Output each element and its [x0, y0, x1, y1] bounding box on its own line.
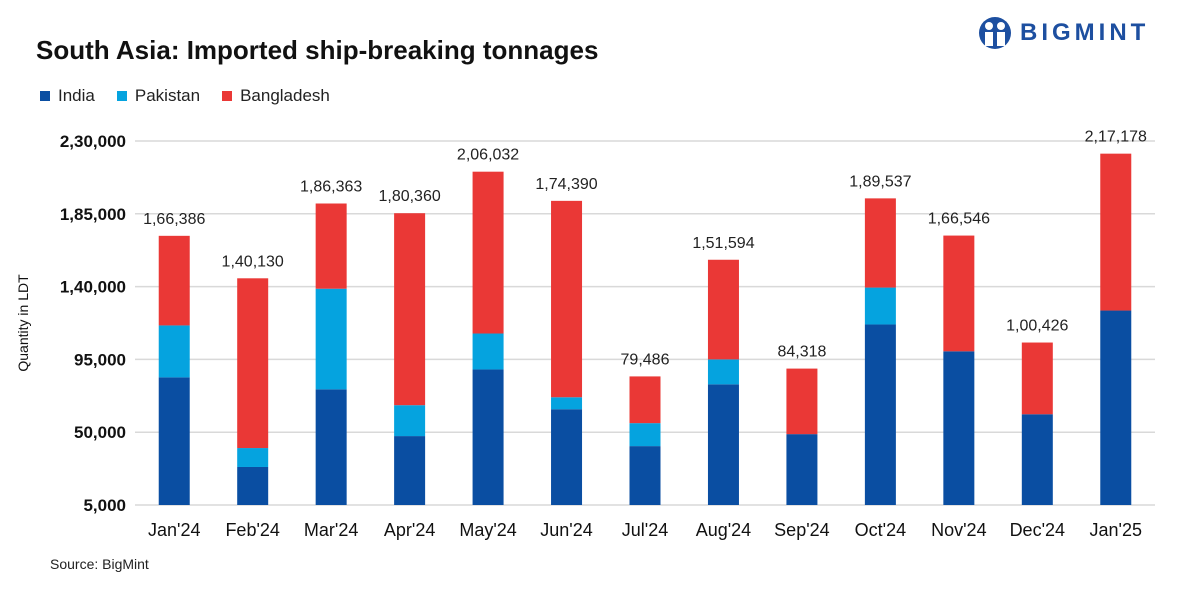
bar-pakistan [707, 359, 739, 385]
bar-india [707, 384, 739, 505]
total-data-label: 1,89,537 [849, 173, 911, 190]
bar-bangladesh [472, 171, 504, 334]
legend-item-india: India [40, 86, 95, 106]
x-tick-label: Jan'24 [148, 520, 200, 540]
chart-title: South Asia: Imported ship-breaking tonna… [36, 35, 599, 65]
bar-bangladesh [551, 200, 583, 398]
bar-bangladesh [1021, 342, 1053, 415]
total-data-label: 2,06,032 [457, 147, 519, 164]
bar-bangladesh [943, 235, 975, 352]
x-tick-label: Aug'24 [696, 520, 752, 540]
bar-pakistan [158, 325, 190, 378]
logo-text: BIGMINT [1020, 19, 1150, 46]
bar-india [315, 389, 347, 505]
legend-item-pakistan: Pakistan [116, 86, 201, 106]
bar-pakistan [237, 448, 269, 467]
x-tick-label: Sep'24 [774, 520, 830, 540]
bar-pakistan [315, 288, 347, 390]
bar-bangladesh [864, 198, 896, 288]
source-note: Source: BigMint [50, 556, 149, 572]
total-data-label: 1,80,360 [378, 188, 440, 205]
bar-india [943, 351, 975, 505]
bar-pakistan [864, 287, 896, 325]
bar-bangladesh [629, 376, 661, 424]
logo-icon [979, 17, 1011, 49]
x-tick-label: Jan'25 [1090, 520, 1142, 540]
bar-bangladesh [1100, 153, 1132, 311]
x-tick-label: Jul'24 [622, 520, 668, 540]
x-tick-label: Apr'24 [384, 520, 435, 540]
bar-india [394, 436, 426, 505]
bar-bangladesh [158, 235, 190, 326]
total-data-label: 1,00,426 [1006, 318, 1068, 335]
bar-bangladesh [315, 203, 347, 289]
legend-label: Bangladesh [240, 86, 330, 105]
x-tick-label: Mar'24 [304, 520, 358, 540]
bar-india [158, 377, 190, 505]
total-data-label: 2,17,178 [1085, 129, 1147, 146]
legend-label: India [58, 86, 95, 105]
y-tick-label: 1,40,000 [60, 278, 126, 297]
total-data-label: 1,40,130 [222, 253, 284, 270]
total-data-label: 79,486 [621, 351, 670, 368]
bar-india [864, 324, 896, 505]
bar-pakistan [394, 405, 426, 437]
bar-bangladesh [394, 213, 426, 406]
y-tick-label: 5,000 [83, 496, 126, 515]
bar-pakistan [629, 423, 661, 447]
bigmint-logo: BIGMINT [978, 16, 1149, 50]
x-tick-label: Feb'24 [225, 520, 279, 540]
x-tick-label: Nov'24 [931, 520, 986, 540]
bar-bangladesh [786, 368, 818, 435]
y-axis-label: Quantity in LDT [15, 274, 31, 372]
bar-india [786, 434, 818, 505]
total-data-label: 1,66,386 [143, 211, 205, 228]
total-data-label: 1,66,546 [928, 211, 990, 228]
total-data-label: 1,86,363 [300, 179, 362, 196]
bar-india [1021, 414, 1053, 505]
total-data-label: 1,74,390 [535, 176, 597, 193]
bar-india [551, 409, 583, 505]
bar-pakistan [472, 333, 504, 370]
bar-india [237, 466, 269, 505]
bar-india [472, 369, 504, 505]
y-tick-label: 2,30,000 [60, 132, 126, 151]
total-data-label: 84,318 [777, 344, 826, 361]
legend-label: Pakistan [134, 86, 201, 105]
y-tick-label: 1,85,000 [60, 205, 126, 224]
y-tick-label: 50,000 [74, 423, 126, 442]
total-data-label: 1,51,594 [692, 235, 754, 252]
x-tick-label: May'24 [459, 520, 516, 540]
x-tick-label: Oct'24 [855, 520, 906, 540]
legend: India Pakistan Bangladesh [40, 86, 330, 106]
bar-bangladesh [237, 278, 269, 449]
x-tick-label: Dec'24 [1010, 520, 1065, 540]
y-tick-label: 95,000 [74, 350, 126, 369]
x-tick-label: Jun'24 [540, 520, 592, 540]
bar-pakistan [551, 397, 583, 410]
bar-india [1100, 310, 1132, 505]
legend-item-bangladesh: Bangladesh [222, 86, 330, 106]
bar-india [629, 446, 661, 505]
bar-bangladesh [707, 259, 739, 360]
